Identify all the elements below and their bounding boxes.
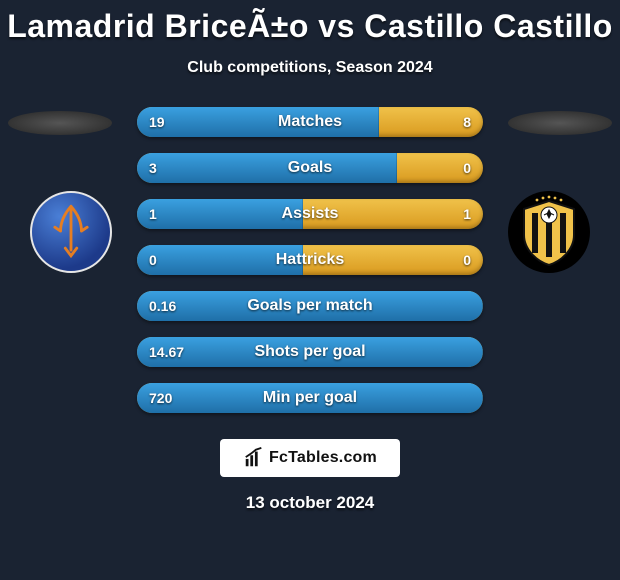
stat-bar-left-fill [137,383,483,413]
stat-row: 1Assists1 [137,199,483,229]
team-crest-right [508,191,590,273]
page-title: Lamadrid BriceÃ±o vs Castillo Castillo [0,0,620,45]
stat-value-right: 1 [463,199,471,229]
stat-value-left: 14.67 [149,337,184,367]
team-crest-left [30,191,112,273]
stat-value-right: 8 [463,107,471,137]
stat-row: 0Hattricks0 [137,245,483,275]
stat-value-left: 0 [149,245,157,275]
brand-badge: FcTables.com [220,439,400,477]
stat-value-right: 0 [463,245,471,275]
stat-row: 0.16Goals per match [137,291,483,321]
stat-value-left: 19 [149,107,165,137]
chart-icon [243,447,265,469]
date-text: 13 october 2024 [0,493,620,513]
stat-value-left: 1 [149,199,157,229]
stat-bar-left-fill [137,245,303,275]
stat-value-left: 3 [149,153,157,183]
shadow-ellipse-right [508,111,612,135]
stat-bars: 19Matches8 3Goals0 1Assists1 0Hattricks0 0.1… [137,107,483,429]
comparison-arena: 19Matches8 3Goals0 1Assists1 0Hattricks0 0.1… [0,107,620,429]
shadow-ellipse-left [8,111,112,135]
stat-bar-left-fill [137,199,303,229]
trident-icon [32,193,110,271]
stat-bar-left-fill [137,107,379,137]
stat-value-left: 720 [149,383,172,413]
stat-row: 14.67Shots per goal [137,337,483,367]
stat-bar-left-fill [137,291,483,321]
brand-text: FcTables.com [269,449,377,467]
page-subtitle: Club competitions, Season 2024 [0,59,620,77]
stat-value-left: 0.16 [149,291,176,321]
stat-row: 3Goals0 [137,153,483,183]
stat-bar-left-fill [137,153,397,183]
stat-row: 19Matches8 [137,107,483,137]
shield-icon [508,191,590,273]
stat-value-right: 0 [463,153,471,183]
stat-bar-left-fill [137,337,483,367]
stat-row: 720Min per goal [137,383,483,413]
